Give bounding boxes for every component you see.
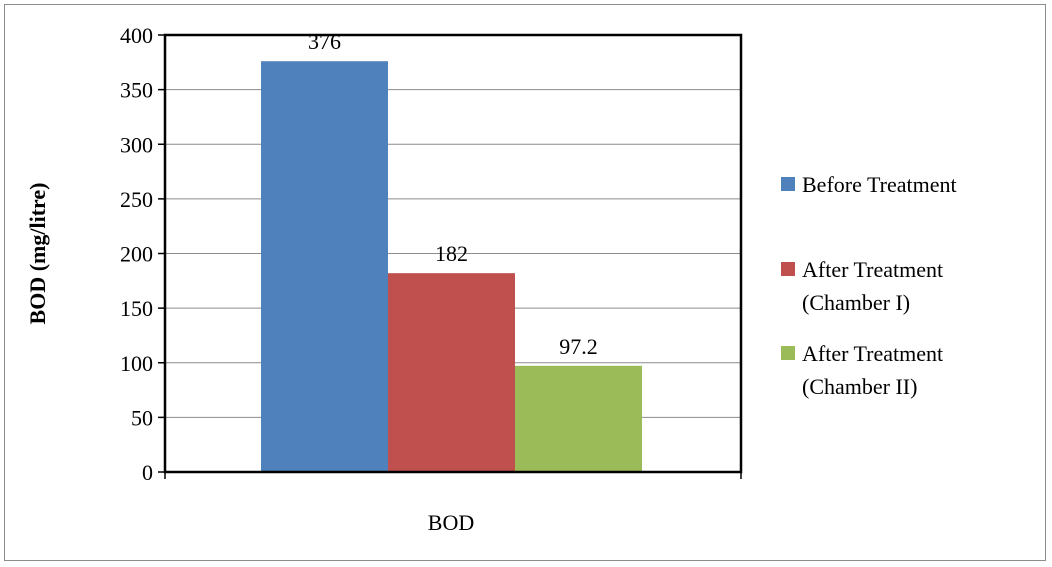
legend-swatch-1 (781, 177, 795, 191)
y-tick-label: 250 (120, 187, 153, 212)
data-label-1: 376 (308, 29, 341, 54)
chart-frame: 376 182 97.2 0 50 100 150 200 250 300 350 400 BOD … (4, 4, 1046, 561)
legend-label-3: (Chamber II) (802, 374, 917, 399)
y-tick-label: 400 (120, 23, 153, 48)
y-tick-label: 350 (120, 78, 153, 103)
y-tick-label: 150 (120, 296, 153, 321)
bar-chart: 376 182 97.2 0 50 100 150 200 250 300 350 400 BOD … (25, 23, 957, 535)
x-axis: BOD (164, 472, 742, 535)
y-tick-label: 0 (142, 460, 153, 485)
y-tick-label: 50 (131, 405, 153, 430)
y-tick-label: 300 (120, 132, 153, 157)
legend-label-2: After Treatment (802, 257, 943, 282)
y-axis: 0 50 100 150 200 250 300 350 400 (120, 23, 165, 485)
data-labels: 376 182 97.2 (308, 29, 598, 359)
data-label-2: 182 (435, 241, 468, 266)
legend: Before Treatment After Treatment (Chamber … (781, 172, 957, 399)
bar-2 (388, 273, 515, 472)
legend-label-1: Before Treatment (802, 172, 957, 197)
data-label-3: 97.2 (559, 334, 598, 359)
bar-3 (515, 365, 642, 472)
bars (261, 61, 642, 472)
x-category-label: BOD (428, 510, 474, 535)
y-axis-label: BOD (mg/litre) (25, 183, 50, 325)
y-tick-label: 200 (120, 242, 153, 267)
legend-label-2: (Chamber I) (802, 290, 910, 315)
legend-swatch-3 (781, 346, 795, 360)
y-tick-label: 100 (120, 351, 153, 376)
legend-label-3: After Treatment (802, 341, 943, 366)
legend-swatch-2 (781, 262, 795, 276)
bar-1 (261, 61, 388, 472)
